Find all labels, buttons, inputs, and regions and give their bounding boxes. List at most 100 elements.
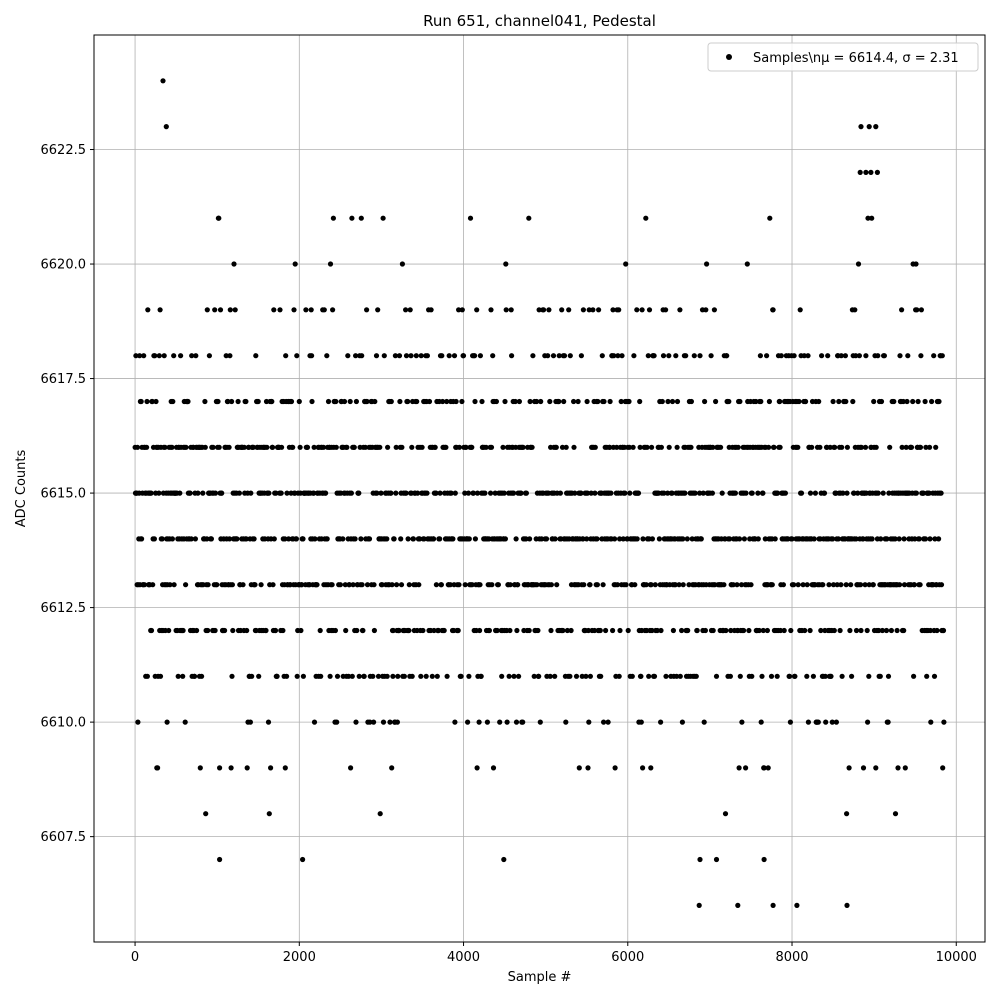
data-point bbox=[497, 719, 503, 725]
data-point bbox=[836, 398, 842, 405]
data-point bbox=[625, 627, 631, 634]
data-point bbox=[579, 673, 585, 679]
data-point bbox=[353, 398, 359, 405]
data-point bbox=[741, 536, 748, 542]
data-point bbox=[294, 673, 300, 679]
data-point bbox=[654, 627, 660, 634]
data-point bbox=[286, 536, 292, 542]
data-point bbox=[134, 444, 141, 450]
data-point bbox=[356, 490, 362, 496]
data-point bbox=[757, 353, 764, 359]
data-point bbox=[456, 582, 462, 588]
data-point bbox=[548, 627, 554, 634]
data-point bbox=[765, 765, 771, 771]
data-point bbox=[595, 398, 601, 405]
data-point bbox=[356, 673, 362, 679]
data-point bbox=[853, 536, 859, 542]
data-point bbox=[149, 398, 155, 405]
data-point bbox=[151, 536, 157, 542]
data-point bbox=[869, 215, 875, 221]
x-tick-label: 6000 bbox=[611, 950, 644, 965]
data-point bbox=[546, 307, 552, 313]
data-point bbox=[581, 582, 587, 588]
data-point-outlier bbox=[866, 124, 872, 130]
data-point bbox=[251, 536, 257, 542]
data-point bbox=[488, 490, 494, 496]
data-point bbox=[342, 582, 348, 588]
data-point bbox=[743, 765, 749, 771]
data-point bbox=[632, 582, 638, 588]
data-point bbox=[399, 261, 405, 267]
data-point bbox=[253, 353, 259, 359]
data-point bbox=[489, 582, 495, 588]
data-point bbox=[229, 673, 235, 679]
data-point bbox=[758, 398, 764, 405]
data-point bbox=[462, 582, 468, 588]
data-point bbox=[309, 398, 315, 405]
data-point bbox=[607, 444, 613, 450]
data-point bbox=[607, 398, 613, 405]
data-point bbox=[787, 719, 794, 725]
data-point bbox=[423, 673, 429, 679]
data-point-outlier bbox=[163, 124, 169, 130]
data-point bbox=[802, 627, 808, 634]
data-point bbox=[736, 765, 742, 771]
data-point bbox=[728, 627, 734, 634]
data-point bbox=[638, 719, 644, 725]
data-point bbox=[880, 490, 886, 496]
data-point bbox=[685, 627, 691, 634]
data-point bbox=[768, 673, 775, 679]
data-point bbox=[486, 627, 492, 634]
data-point bbox=[940, 765, 946, 771]
data-point bbox=[277, 307, 283, 313]
data-point bbox=[617, 536, 623, 542]
data-point bbox=[510, 490, 517, 496]
data-point bbox=[578, 490, 584, 496]
data-point bbox=[578, 353, 585, 359]
data-point bbox=[683, 353, 689, 359]
data-point bbox=[694, 627, 700, 634]
data-point bbox=[760, 627, 766, 634]
data-point bbox=[535, 627, 541, 634]
data-point bbox=[415, 490, 421, 496]
data-point bbox=[645, 353, 651, 359]
data-point bbox=[346, 673, 352, 679]
data-point bbox=[646, 673, 652, 679]
data-point bbox=[511, 673, 517, 679]
data-point bbox=[325, 398, 332, 405]
data-point bbox=[648, 582, 654, 588]
data-point bbox=[148, 490, 154, 496]
data-point bbox=[817, 444, 823, 450]
data-point bbox=[913, 261, 919, 267]
data-point bbox=[658, 444, 665, 450]
data-point bbox=[797, 307, 803, 313]
data-point bbox=[679, 627, 685, 634]
data-point bbox=[263, 398, 270, 405]
data-point bbox=[334, 673, 341, 679]
data-point bbox=[936, 536, 942, 542]
data-point bbox=[241, 444, 247, 450]
data-point bbox=[795, 582, 801, 588]
data-point bbox=[164, 719, 170, 725]
data-point bbox=[492, 490, 498, 496]
data-point bbox=[852, 307, 858, 313]
data-point bbox=[746, 627, 752, 634]
data-point bbox=[702, 398, 708, 405]
data-point bbox=[875, 490, 881, 496]
data-point bbox=[672, 582, 679, 588]
data-point bbox=[199, 673, 205, 679]
data-point bbox=[202, 444, 208, 450]
data-point bbox=[616, 673, 622, 679]
data-point bbox=[508, 307, 514, 313]
data-point bbox=[227, 307, 233, 313]
data-point bbox=[152, 353, 158, 359]
data-point bbox=[724, 353, 730, 359]
data-point bbox=[358, 536, 364, 542]
data-point bbox=[452, 719, 458, 725]
data-point bbox=[235, 398, 241, 405]
data-point bbox=[513, 536, 519, 542]
data-point bbox=[462, 490, 468, 496]
data-point bbox=[506, 673, 512, 679]
data-point bbox=[541, 307, 547, 313]
data-point bbox=[828, 673, 834, 679]
